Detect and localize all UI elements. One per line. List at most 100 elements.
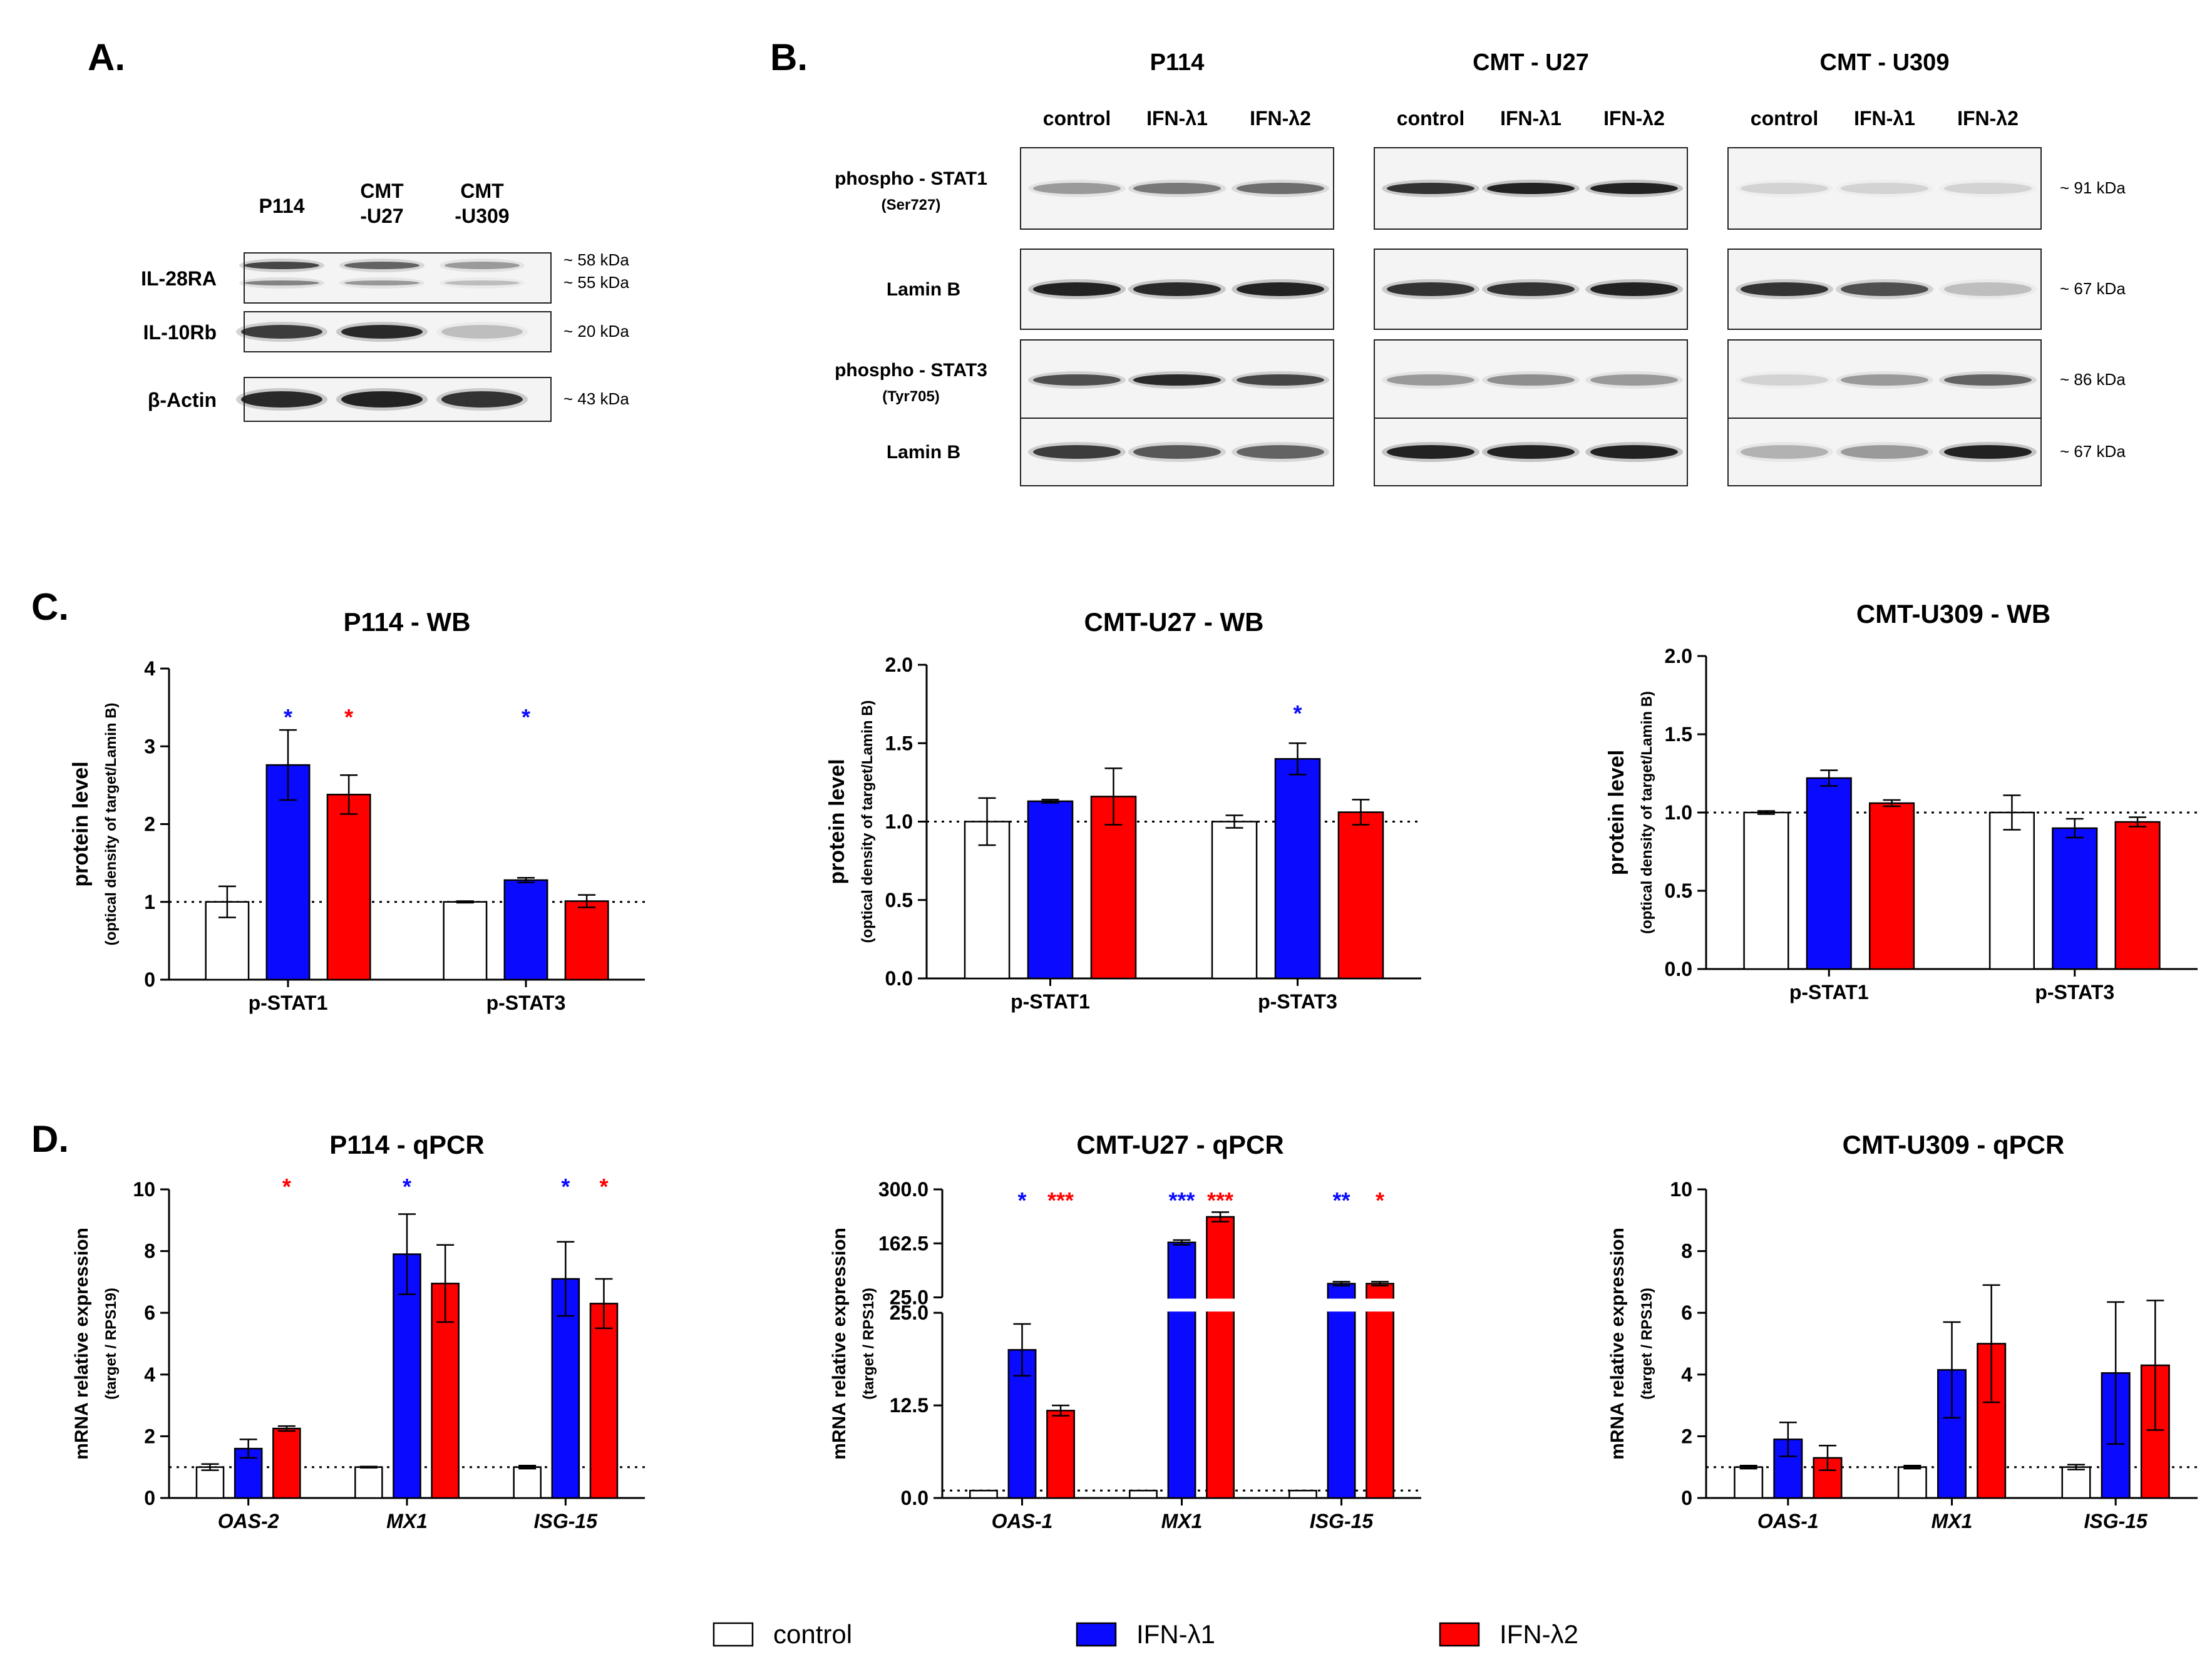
band-core xyxy=(1487,445,1575,459)
panel-b-band xyxy=(1736,279,1833,299)
bar xyxy=(1897,1466,1927,1499)
axis-break-gap xyxy=(1203,1298,1238,1312)
band-halo xyxy=(1382,180,1479,197)
band-core xyxy=(1741,282,1828,296)
significance-marker: * xyxy=(1017,1187,1026,1213)
legend-label: IFN-λ1 xyxy=(1136,1619,1215,1649)
panel-b-groups: P114 control IFN-λ1 IFN-λ2 CMT - U27 control I… xyxy=(1020,49,2042,486)
chart-title: P114 - WB xyxy=(343,607,470,637)
y-tick-label: 3 xyxy=(144,735,155,757)
band-core xyxy=(341,325,423,339)
significance-marker: * xyxy=(561,1174,570,1199)
chart-ylabel-sub: (target / RPS19) xyxy=(1638,1288,1655,1400)
bar xyxy=(2061,1466,2091,1499)
band-core xyxy=(1590,282,1678,296)
panel-b: B. P114 control IFN-λ1 IFN-λ2 CMT - U27 contr… xyxy=(770,36,2126,486)
x-tick-label: ISG-15 xyxy=(2084,1510,2148,1532)
band-halo xyxy=(1836,371,1933,389)
y-tick-label: 25.0 xyxy=(890,1286,929,1309)
band-halo xyxy=(1128,371,1226,389)
panel-b-group-title: CMT - U27 xyxy=(1473,49,1589,76)
panel-b-lane-label: control xyxy=(1043,107,1111,130)
panel-a-band xyxy=(336,322,428,342)
panel-a-column-label-line: P114 xyxy=(259,195,305,217)
panel-b-row-sublabel: (Tyr705) xyxy=(882,388,940,405)
panel-a-column-headers: P114 CMT -U27 CMT -U309 xyxy=(259,180,510,227)
chart-panel-label: C. xyxy=(31,586,69,628)
band-core xyxy=(1237,374,1324,386)
band-halo xyxy=(1232,279,1329,299)
panel-b-band xyxy=(1382,279,1479,299)
panel-b-kda-label: ~ 86 kDa xyxy=(2060,370,2126,389)
y-tick-label: 2 xyxy=(1681,1425,1692,1447)
panel-a-column-label: P114 xyxy=(259,195,305,217)
band-core xyxy=(341,391,423,408)
band-halo xyxy=(1482,442,1580,462)
band-core xyxy=(1841,282,1928,296)
panel-b-group-title: CMT - U309 xyxy=(1820,49,1950,76)
band-halo xyxy=(1382,371,1479,389)
panel-b-row-label: phospho - STAT1 xyxy=(835,168,987,189)
band-core xyxy=(344,280,419,285)
bar xyxy=(443,901,488,981)
chart-6: CMT-U309 - qPCR mRNA relative expression (… xyxy=(1607,1130,2198,1532)
panel-b-band xyxy=(1585,442,1683,462)
panel-a-blot-box xyxy=(244,252,552,304)
y-tick-label: 12.5 xyxy=(890,1394,929,1417)
band-core xyxy=(1590,183,1678,194)
legend-item: IFN-λ2 xyxy=(1439,1619,1578,1649)
bar xyxy=(1167,1241,1196,1499)
bar xyxy=(354,1466,383,1499)
panel-a-row-label: IL-10Rb xyxy=(143,321,217,344)
panel-b-band xyxy=(1028,279,1126,299)
band-halo xyxy=(1585,279,1683,299)
panel-b-row-labels: phospho - STAT1 (Ser727) ~ 91 kDa Lamin B ~ … xyxy=(835,168,2126,463)
chart-ylabel-sub: (target / RPS19) xyxy=(860,1288,877,1400)
x-tick-label: MX1 xyxy=(386,1510,428,1532)
y-tick-label: 0 xyxy=(144,1487,155,1509)
panel-a-band xyxy=(436,322,528,342)
band-halo xyxy=(1939,180,2037,197)
y-tick-label: 0.5 xyxy=(1665,880,1692,902)
y-tick-label: 0.5 xyxy=(885,889,913,911)
band-core xyxy=(1487,183,1575,194)
bar xyxy=(1211,821,1258,980)
band-core xyxy=(1387,183,1474,194)
panel-b-band xyxy=(1128,180,1226,197)
panel-b-band xyxy=(1741,374,1828,386)
chart-title: CMT-U27 - qPCR xyxy=(1076,1130,1283,1159)
panel-a-band xyxy=(239,259,324,272)
significance-marker: * xyxy=(282,1174,291,1199)
band-core xyxy=(244,262,319,269)
panel-a-row-label: β-Actin xyxy=(148,389,217,411)
panel-b-band xyxy=(1841,183,1928,194)
panel-b-band xyxy=(1232,180,1329,197)
y-tick-label: 300.0 xyxy=(878,1178,929,1201)
y-tick-label: 4 xyxy=(144,1363,155,1386)
panel-b-band xyxy=(1232,371,1329,389)
chart-title: CMT-U309 - WB xyxy=(1856,599,2050,628)
band-halo xyxy=(339,259,424,272)
panel-a-column-label-line: -U309 xyxy=(455,205,509,227)
band-core xyxy=(1944,282,2032,296)
panel-b-band xyxy=(1585,180,1683,197)
panel-a-band xyxy=(436,388,528,411)
panel-b-kda-label: ~ 91 kDa xyxy=(2060,178,2126,197)
y-tick-label: 4 xyxy=(144,657,155,680)
band-core xyxy=(1033,282,1121,296)
panel-b-band xyxy=(1482,442,1580,462)
significance-marker: * xyxy=(1293,700,1302,726)
band-core xyxy=(1590,374,1678,386)
panel-b-band xyxy=(1482,371,1580,389)
panel-b-row-label: phospho - STAT3 xyxy=(835,360,987,381)
y-tick-label: 1 xyxy=(144,891,155,913)
band-core xyxy=(1944,445,2032,459)
band-halo xyxy=(1836,279,1933,299)
chart-panel-label: D. xyxy=(31,1118,69,1160)
y-tick-label: 6 xyxy=(144,1301,155,1324)
x-tick-label: ISG-15 xyxy=(534,1510,599,1532)
panel-b-lane-label: IFN-λ2 xyxy=(1603,107,1665,130)
significance-marker: * xyxy=(1376,1187,1384,1213)
legend-item: IFN-λ1 xyxy=(1076,1619,1215,1649)
y-tick-label: 8 xyxy=(1681,1240,1692,1263)
